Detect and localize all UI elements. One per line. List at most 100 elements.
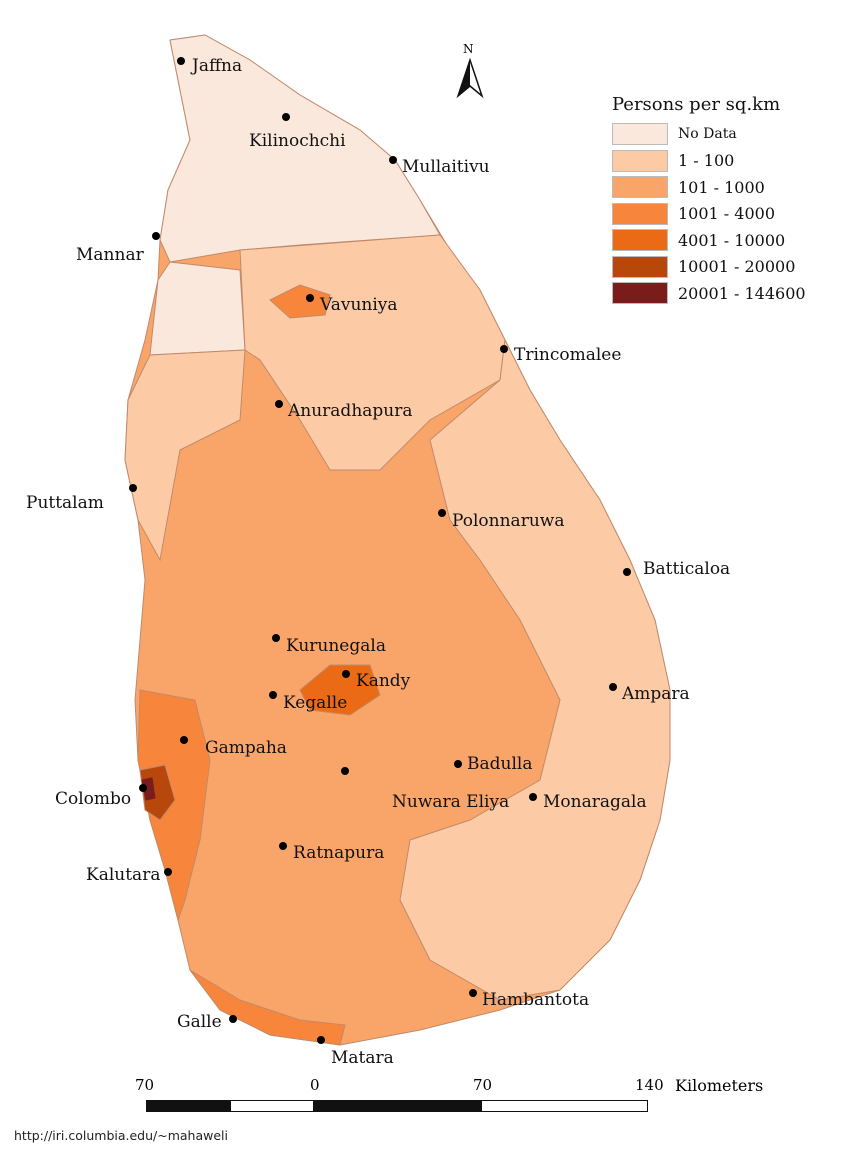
city-dot: [139, 784, 147, 792]
city-marker: Kilinochchi: [249, 113, 346, 151]
city-marker: Nuwara Eliya: [341, 767, 509, 812]
legend-item: No Data: [612, 121, 806, 148]
city-dot: [341, 767, 349, 775]
scale-segment: [146, 1100, 230, 1112]
city-label: Puttalam: [26, 493, 104, 513]
scale-segment: [481, 1100, 648, 1112]
city-label: Trincomalee: [514, 345, 621, 365]
legend-label: No Data: [678, 126, 737, 143]
legend-label: 10001 - 20000: [678, 257, 796, 277]
city-label: Badulla: [467, 754, 532, 774]
city-label: Matara: [331, 1048, 394, 1068]
legend-item: 1001 - 4000: [612, 201, 806, 228]
city-label: Nuwara Eliya: [392, 792, 509, 812]
city-label: Kandy: [356, 671, 411, 691]
region-1-100-east: [399, 338, 671, 1001]
city-label: Kalutara: [86, 865, 160, 885]
city-label: Vavuniya: [319, 295, 398, 315]
city-label: Kurunegala: [286, 636, 386, 656]
city-label: Anuradhapura: [287, 401, 413, 421]
city-marker: Ratnapura: [279, 842, 384, 863]
city-dot: [177, 57, 185, 65]
city-dot: [282, 113, 290, 121]
legend-label: 20001 - 144600: [678, 283, 806, 303]
legend-swatch: [612, 255, 668, 278]
scale-tick: 70: [473, 1076, 493, 1094]
city-label: Colombo: [55, 789, 131, 809]
city-label: Monaragala: [543, 792, 647, 812]
north-arrow-letter: N: [463, 42, 474, 56]
scale-tick: 0: [310, 1076, 320, 1094]
legend-label: 101 - 1000: [678, 177, 765, 197]
region-1001-4000-vavuniya: [269, 284, 331, 319]
region-highest-density-colombo: [141, 777, 156, 801]
city-marker: Badulla: [454, 754, 532, 774]
city-dot: [272, 634, 280, 642]
legend-label: 1001 - 4000: [678, 204, 776, 224]
city-marker: Polonnaruwa: [438, 509, 564, 531]
legend-swatch: [612, 202, 668, 225]
city-marker: Ampara: [609, 683, 690, 704]
city-marker: Galle: [177, 1012, 237, 1032]
city-dot: [152, 232, 160, 240]
city-dot: [623, 568, 631, 576]
city-dot: [438, 509, 446, 517]
scale-segment: [314, 1100, 481, 1112]
legend-swatch: [612, 176, 668, 199]
city-marker: Puttalam: [26, 484, 137, 513]
legend-item: 101 - 1000: [612, 174, 806, 201]
scale-bar: 70 0 70 140 Kilometers: [135, 1076, 835, 1116]
city-marker: Kegalle: [269, 691, 347, 713]
city-dot: [389, 156, 397, 164]
city-label: Gampaha: [205, 738, 287, 758]
city-dot: [306, 294, 314, 302]
source-url: http://iri.columbia.edu/~mahaweli: [14, 1128, 228, 1143]
region-1001-4000-south: [189, 969, 346, 1046]
city-dot: [275, 400, 283, 408]
legend-item: 10001 - 20000: [612, 254, 806, 281]
city-marker: Gampaha: [180, 736, 287, 758]
scale-tick: 140: [635, 1076, 664, 1094]
city-marker: Vavuniya: [306, 294, 398, 315]
legend-item: 4001 - 10000: [612, 227, 806, 254]
legend-swatch: [612, 123, 668, 146]
city-dot: [164, 868, 172, 876]
city-dot: [129, 484, 137, 492]
legend-item: 1 - 100: [612, 148, 806, 175]
map-legend: Persons per sq.km No Data 1 - 100 101 - 10…: [612, 94, 806, 307]
city-marker: Batticaloa: [623, 559, 730, 579]
city-marker: Hambantota: [469, 989, 589, 1010]
city-dot: [180, 736, 188, 744]
city-dot: [500, 345, 508, 353]
city-label: Hambantota: [482, 990, 589, 1010]
city-label: Galle: [177, 1012, 222, 1032]
legend-label: 1 - 100: [678, 151, 735, 171]
city-marker: Mullaitivu: [389, 156, 490, 177]
city-dot: [279, 842, 287, 850]
legend-label: 4001 - 10000: [678, 230, 786, 250]
city-label: Kilinochchi: [249, 131, 346, 151]
legend-item: 20001 - 144600: [612, 280, 806, 307]
legend-swatch: [612, 149, 668, 172]
city-marker: Matara: [317, 1036, 394, 1068]
region-no-data-northwest: [149, 261, 246, 356]
city-marker: Anuradhapura: [275, 400, 413, 421]
city-marker: Kandy: [342, 670, 411, 691]
city-label: Mannar: [76, 245, 145, 265]
city-dot: [229, 1015, 237, 1023]
north-arrow-icon: [456, 57, 484, 99]
north-arrow: N: [455, 42, 485, 100]
city-marker: Mannar: [76, 232, 160, 265]
city-dot: [454, 760, 462, 768]
scale-segment: [230, 1100, 314, 1112]
city-marker: Kurunegala: [272, 634, 386, 656]
scale-tick: 70: [135, 1076, 155, 1094]
city-dot: [342, 670, 350, 678]
city-label: Ratnapura: [293, 843, 384, 863]
city-dot: [609, 683, 617, 691]
city-label: Ampara: [621, 684, 690, 704]
city-label: Polonnaruwa: [452, 511, 564, 531]
city-marker: Trincomalee: [500, 345, 621, 365]
city-dot: [469, 989, 477, 997]
